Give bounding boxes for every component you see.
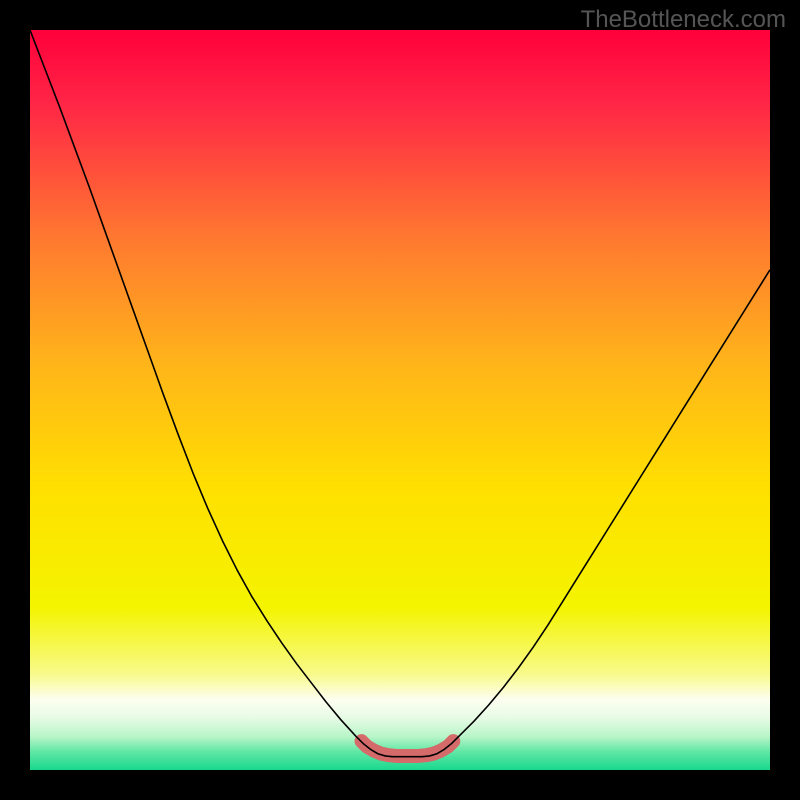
bottleneck-curve-chart	[30, 30, 770, 770]
plot-area	[30, 30, 770, 770]
watermark-text: TheBottleneck.com	[581, 6, 786, 34]
gradient-background	[30, 30, 770, 770]
chart-frame: TheBottleneck.com	[0, 0, 800, 800]
